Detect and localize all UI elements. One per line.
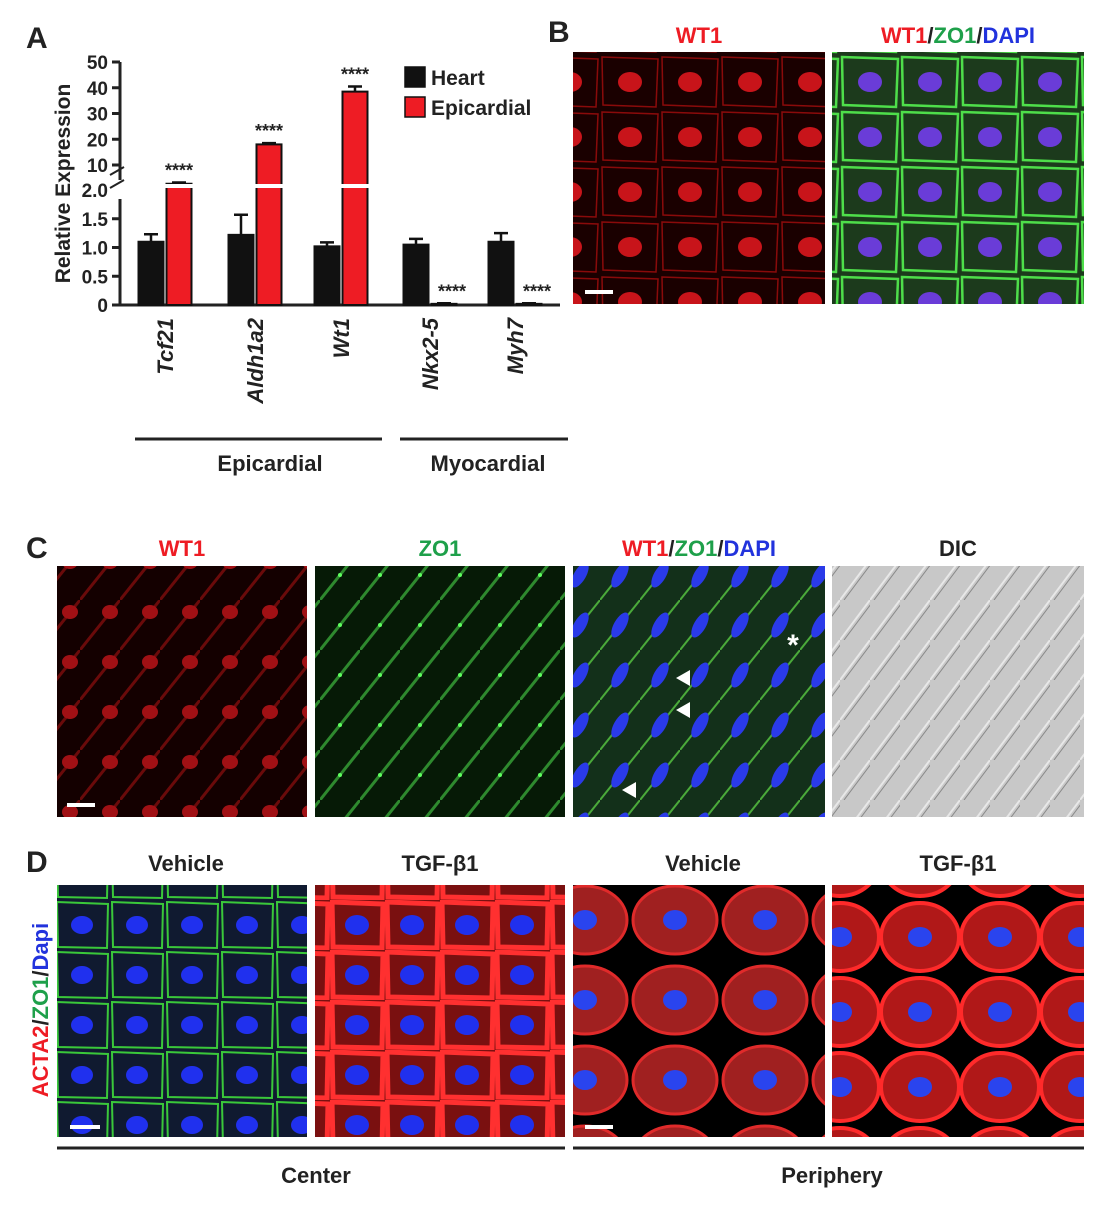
row-label: ACTA2/ZO1/Dapi <box>28 923 53 1097</box>
image <box>573 566 825 817</box>
image <box>315 566 565 817</box>
y-tick-label: 50 <box>87 53 108 74</box>
axis-break <box>109 166 125 176</box>
legend-swatch <box>404 66 426 88</box>
error-bar <box>494 231 508 242</box>
image <box>832 566 1084 817</box>
x-tick-label: Tcf21 <box>153 318 178 375</box>
panel-label: B <box>548 16 570 49</box>
bar <box>313 245 341 307</box>
image <box>573 52 825 304</box>
y-tick-label: 0 <box>97 296 108 317</box>
image <box>57 885 307 1137</box>
image <box>315 885 565 1137</box>
group-label: Myocardial <box>431 451 546 476</box>
bar-chart: 0 0.5 1.0 1.5 2.0 10 20 30 40 50 Relative Expressi… <box>52 53 568 476</box>
panel-label: D <box>26 846 48 879</box>
significance: **** <box>438 281 466 301</box>
significance: **** <box>255 121 283 141</box>
y-tick-label: 1.5 <box>82 210 109 231</box>
legend-label: Epicardial <box>431 97 531 120</box>
y-tick-label: 10 <box>87 156 108 177</box>
y-tick-label: 1.0 <box>82 239 108 260</box>
bar-break <box>164 184 194 188</box>
error-bar <box>262 141 276 145</box>
legend-label: Heart <box>431 67 485 90</box>
x-tick-label: Wt1 <box>329 318 354 358</box>
significance: **** <box>341 64 369 84</box>
error-bar <box>437 302 451 305</box>
axis-break <box>110 180 124 199</box>
error-bar <box>144 233 158 242</box>
error-bar <box>409 237 423 245</box>
image-title: ZO1 <box>419 536 462 561</box>
image-title: TGF-β1 <box>402 851 479 876</box>
legend-swatch <box>404 96 426 118</box>
x-tick-label: Aldh1a2 <box>243 317 268 404</box>
significance: **** <box>523 281 551 301</box>
image-title: WT1 <box>676 23 722 48</box>
image-title: WT1 <box>159 536 205 561</box>
image <box>573 885 825 1137</box>
image-title: TGF-β1 <box>920 851 997 876</box>
group-label: Periphery <box>781 1163 883 1188</box>
error-bar <box>172 181 186 184</box>
asterisk: * <box>787 629 799 662</box>
bar <box>165 182 193 306</box>
error-bar <box>522 302 536 305</box>
significance: **** <box>165 161 193 181</box>
arrowheads <box>622 670 690 798</box>
image <box>57 566 307 817</box>
y-tick-label: 40 <box>87 79 108 100</box>
bar-break <box>254 184 284 188</box>
bar <box>255 143 283 306</box>
error-bar <box>234 213 248 235</box>
image <box>832 52 1084 304</box>
image <box>832 885 1084 1137</box>
scale-bars <box>67 290 613 1129</box>
group-label: Epicardial <box>217 451 322 476</box>
error-bar <box>320 241 334 247</box>
y-tick-label: 0.5 <box>82 267 109 288</box>
axis-break <box>109 179 125 189</box>
bar <box>137 240 165 306</box>
bar-break <box>340 184 370 188</box>
image-title: WT1/ZO1/DAPI <box>622 536 776 561</box>
bar <box>487 240 515 306</box>
bar <box>402 243 430 306</box>
image-title: Vehicle <box>148 851 224 876</box>
panel-label: A <box>26 22 48 55</box>
error-bar <box>348 85 362 92</box>
y-tick-label: 20 <box>87 130 108 151</box>
image-title: WT1/ZO1/DAPI <box>881 23 1035 48</box>
y-tick-label: 30 <box>87 105 108 126</box>
image-title: Vehicle <box>665 851 741 876</box>
bar <box>341 90 369 306</box>
y-axis-label: Relative Expression <box>52 84 75 284</box>
micrographs: * <box>57 52 1084 1137</box>
y-tick-label: 2.0 <box>82 181 108 202</box>
image-title: DIC <box>939 536 977 561</box>
x-tick-label: Nkx2-5 <box>418 317 443 390</box>
panel-label: C <box>26 532 48 565</box>
x-tick-label: Myh7 <box>503 316 528 374</box>
bar <box>227 233 255 307</box>
group-label: Center <box>281 1163 351 1188</box>
